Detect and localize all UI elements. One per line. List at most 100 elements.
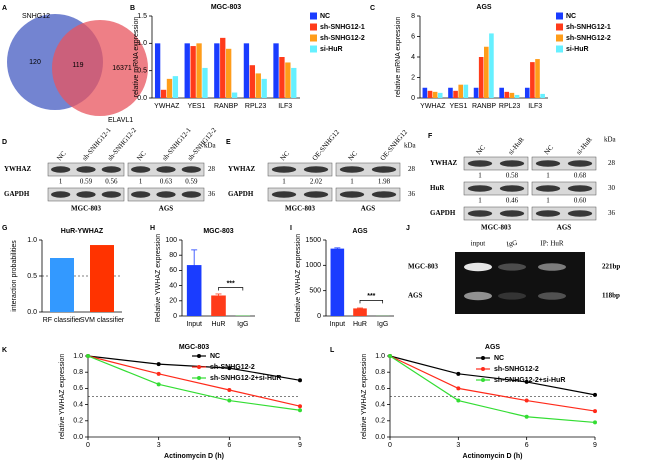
series-line: [389, 355, 596, 412]
blot-strip: [531, 206, 597, 221]
blot-strip: [463, 156, 529, 171]
legend-label: si-HuR: [320, 46, 343, 53]
blot-band: [467, 160, 493, 167]
y-tick-label: 1.0: [73, 353, 83, 360]
bar: [514, 94, 520, 98]
gel-band: [498, 292, 526, 300]
lane-label: NC: [347, 149, 360, 162]
x-tick-label: 6: [525, 442, 529, 449]
chart-title: MGC-803: [211, 4, 241, 11]
y-tick-label: 0.2: [375, 418, 385, 425]
blot-band: [181, 166, 201, 173]
legend-marker: [197, 376, 201, 380]
bar: [453, 90, 458, 98]
x-tick-label: 0: [86, 442, 90, 449]
gel-band: [538, 263, 566, 271]
y-tick-label: 0.4: [73, 401, 83, 408]
x-tick-label: 3: [456, 442, 460, 449]
venn-set: [52, 20, 148, 116]
x-tick-label: 9: [298, 442, 302, 449]
legend-label: NC: [210, 353, 220, 360]
blot-strip: [267, 162, 333, 177]
lane-label: input: [471, 240, 485, 248]
bar: [530, 62, 535, 98]
ratio: 0.60: [574, 197, 587, 205]
blot-band: [567, 210, 593, 217]
panel-label: C: [370, 5, 375, 12]
point: [593, 420, 597, 425]
chart-title: MGC-803: [179, 344, 209, 351]
y-tick-label: 1.0: [375, 353, 385, 360]
bar: [186, 265, 202, 316]
x-tick-label: SVM classifier: [80, 317, 125, 324]
legend-label: sh-SNHG12-2: [494, 366, 539, 373]
point: [456, 398, 461, 403]
lane-label: IP: HuR: [540, 240, 563, 248]
panel-label: A: [2, 5, 7, 12]
ratio: 0.58: [506, 172, 519, 180]
ratio: 1: [139, 178, 143, 186]
legend-marker: [197, 354, 201, 358]
x-tick-label: RANBP: [214, 103, 238, 110]
bar: [160, 89, 167, 98]
blot-band: [535, 160, 561, 167]
protein: GAPDH: [228, 190, 254, 198]
ratio: 1: [478, 172, 482, 180]
y-axis-label: interaction probabilities: [11, 240, 18, 312]
blot-band: [499, 185, 525, 192]
panel-label: E: [226, 139, 231, 146]
point: [524, 414, 529, 419]
x-tick-label: RF classifier: [43, 317, 82, 324]
bar: [261, 78, 267, 98]
point: [593, 392, 597, 397]
x-tick-label: RANBP: [472, 103, 496, 110]
ratio: 0.46: [506, 197, 519, 205]
chart-title: HuR-YWHAZ: [61, 228, 104, 235]
y-tick-label: 0: [411, 95, 415, 102]
y-tick-label: 0.6: [375, 385, 385, 392]
y-axis-label: Relative YWHAZ expression: [155, 234, 162, 322]
legend-label: sh-SNHG12-1: [566, 24, 611, 31]
legend-label: sh-SNHG12-1: [320, 24, 365, 31]
chart-title: MGC-803: [203, 228, 233, 235]
point: [227, 388, 232, 393]
bar: [463, 84, 469, 98]
panel-label: H: [150, 225, 155, 232]
series-line: [87, 355, 301, 381]
bar: [50, 258, 74, 312]
kda: 28: [208, 165, 216, 173]
ratio: 1: [59, 178, 63, 186]
bar: [291, 67, 297, 98]
bar: [166, 78, 173, 98]
bar: [437, 92, 443, 98]
blot-band: [181, 191, 201, 198]
blot-band: [371, 166, 397, 173]
ratio: 1: [478, 197, 482, 205]
y-tick-label: 2: [411, 74, 415, 81]
x-tick-label: 6: [227, 442, 231, 449]
blot-band: [467, 210, 493, 217]
x-tick-label: RPL23: [245, 103, 267, 110]
y-tick-label: 0.6: [73, 385, 83, 392]
bar: [422, 87, 428, 98]
size: 221bp: [602, 263, 620, 271]
series-line: [389, 355, 596, 396]
legend-swatch: [310, 23, 317, 31]
y-tick-label: 0: [173, 313, 177, 320]
x-tick-label: YWHAZ: [154, 103, 180, 110]
point: [156, 382, 161, 387]
y-tick-label: 60: [169, 267, 177, 274]
significance-bracket: [359, 300, 384, 304]
point: [298, 404, 302, 409]
panel-label: G: [2, 225, 8, 232]
bar: [249, 65, 256, 98]
y-tick-label: 80: [169, 252, 177, 259]
y-axis-label: relative YWHAZ expression: [59, 354, 66, 440]
x-axis-label: Actinomycin D (h): [463, 453, 523, 460]
kda: 28: [608, 159, 616, 167]
group-label: MGC-803: [285, 205, 315, 213]
y-tick-label: 0.5: [27, 273, 37, 280]
y-tick-label: 0.4: [375, 401, 385, 408]
ratio: 1: [282, 178, 286, 186]
blot-band: [535, 210, 561, 217]
